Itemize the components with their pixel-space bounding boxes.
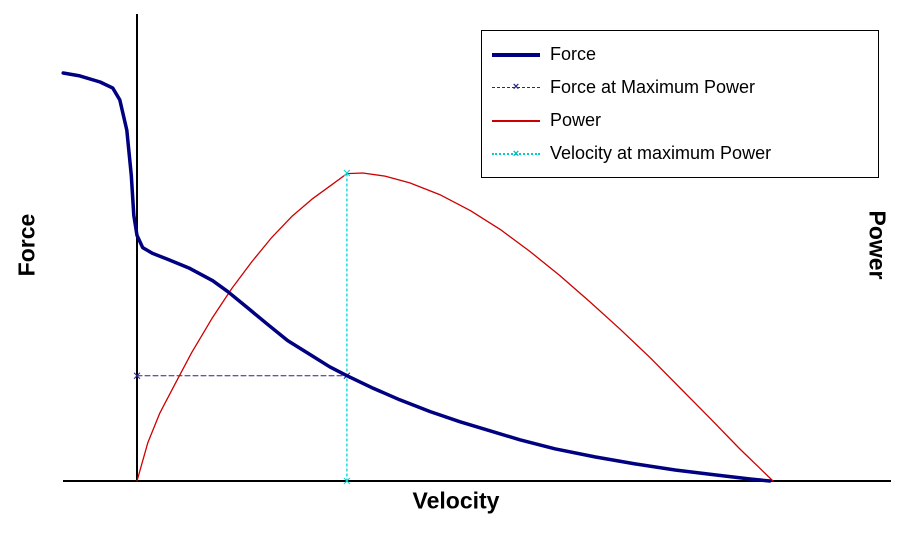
x-marker-icon: × bbox=[512, 80, 520, 93]
legend-label: Force at Maximum Power bbox=[550, 77, 756, 97]
series-force-at-max-power-x-marker bbox=[133, 372, 141, 380]
legend-item-force: Force bbox=[492, 38, 868, 71]
series-velocity-at-max-power-x-marker bbox=[343, 477, 351, 485]
legend-label: Force bbox=[550, 44, 597, 64]
force-line-sample bbox=[492, 52, 540, 57]
legend-item-velocity-at-max-power: × Velocity at maximum Power bbox=[492, 137, 868, 170]
dotted-line-sample: × bbox=[492, 148, 540, 159]
series-power-line bbox=[136, 172, 774, 482]
legend-label: Velocity at maximum Power bbox=[550, 143, 772, 163]
legend-item-power: Power bbox=[492, 104, 868, 137]
power-line-sample bbox=[492, 119, 540, 122]
series-force-line bbox=[61, 71, 772, 483]
y-axis-title-power: Power bbox=[864, 210, 891, 280]
dashed-line-sample: × bbox=[492, 81, 540, 92]
y-axis-title-force: Force bbox=[13, 213, 40, 277]
x-axis-title-velocity: Velocity bbox=[412, 487, 500, 514]
series-velocity-at-max-power-x-marker bbox=[343, 169, 351, 177]
legend-item-force-at-max-power: × Force at Maximum Power bbox=[492, 71, 868, 104]
x-marker-icon: × bbox=[512, 147, 520, 160]
legend-label: Power bbox=[550, 110, 602, 130]
series-group bbox=[61, 71, 774, 485]
legend-box: Force × Force at Maximum Power Power × V… bbox=[481, 30, 879, 178]
